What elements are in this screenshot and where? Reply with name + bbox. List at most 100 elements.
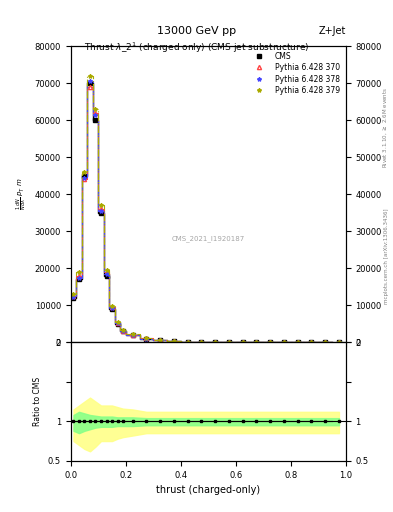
- Pythia 6.428 378: [254, 339, 259, 345]
- CMS: [240, 339, 245, 345]
- Pythia 6.428 378: [144, 335, 149, 342]
- Pythia 6.428 370: [93, 110, 98, 116]
- CMS: [158, 337, 163, 344]
- Pythia 6.428 378: [199, 338, 204, 345]
- Pythia 6.428 370: [309, 339, 314, 345]
- Pythia 6.428 378: [171, 338, 176, 344]
- Pythia 6.428 378: [99, 208, 103, 214]
- Pythia 6.428 370: [110, 304, 114, 310]
- Pythia 6.428 379: [309, 339, 314, 345]
- Text: mcplots.cern.ch [arXiv:1306.3436]: mcplots.cern.ch [arXiv:1306.3436]: [384, 208, 389, 304]
- Pythia 6.428 379: [71, 291, 76, 297]
- Pythia 6.428 370: [240, 339, 245, 345]
- Y-axis label: Ratio to CMS: Ratio to CMS: [33, 377, 42, 426]
- Text: Thrust $\lambda$_2$^1$ (charged only) (CMS jet substructure): Thrust $\lambda$_2$^1$ (charged only) (C…: [84, 40, 310, 55]
- CMS: [295, 339, 300, 345]
- Pythia 6.428 379: [82, 169, 87, 175]
- Pythia 6.428 378: [110, 305, 114, 311]
- Pythia 6.428 379: [185, 338, 190, 345]
- Pythia 6.428 370: [99, 206, 103, 212]
- CMS: [82, 173, 87, 179]
- CMS: [323, 339, 328, 345]
- Pythia 6.428 378: [281, 339, 286, 345]
- CMS: [309, 339, 314, 345]
- Pythia 6.428 378: [71, 294, 76, 300]
- Pythia 6.428 378: [104, 271, 109, 277]
- Pythia 6.428 379: [115, 319, 120, 326]
- Pythia 6.428 370: [158, 337, 163, 344]
- Pythia 6.428 378: [323, 339, 328, 345]
- CMS: [93, 117, 98, 123]
- Pythia 6.428 370: [171, 338, 176, 344]
- Text: 13000 GeV pp: 13000 GeV pp: [157, 26, 236, 36]
- Line: Pythia 6.428 378: Pythia 6.428 378: [72, 79, 341, 345]
- CMS: [99, 209, 103, 216]
- Line: Pythia 6.428 379: Pythia 6.428 379: [72, 74, 341, 345]
- Pythia 6.428 370: [268, 339, 272, 345]
- Pythia 6.428 379: [281, 339, 286, 345]
- CMS: [268, 339, 272, 345]
- Pythia 6.428 378: [93, 112, 98, 118]
- CMS: [254, 339, 259, 345]
- Pythia 6.428 378: [213, 339, 218, 345]
- Pythia 6.428 378: [268, 339, 272, 345]
- CMS: [144, 335, 149, 342]
- CMS: [121, 328, 125, 334]
- Pythia 6.428 370: [185, 338, 190, 345]
- CMS: [110, 306, 114, 312]
- Pythia 6.428 378: [158, 337, 163, 344]
- Pythia 6.428 370: [115, 320, 120, 326]
- Pythia 6.428 370: [295, 339, 300, 345]
- Pythia 6.428 378: [240, 339, 245, 345]
- Pythia 6.428 370: [71, 293, 76, 299]
- Pythia 6.428 379: [295, 339, 300, 345]
- CMS: [104, 272, 109, 279]
- Pythia 6.428 370: [104, 269, 109, 275]
- Pythia 6.428 379: [213, 339, 218, 345]
- CMS: [115, 321, 120, 327]
- CMS: [213, 339, 218, 345]
- Pythia 6.428 379: [336, 339, 341, 346]
- Pythia 6.428 379: [158, 337, 163, 344]
- Text: Z+Jet: Z+Jet: [318, 26, 346, 36]
- Pythia 6.428 379: [323, 339, 328, 345]
- Pythia 6.428 379: [254, 339, 259, 345]
- CMS: [71, 295, 76, 301]
- Pythia 6.428 379: [268, 339, 272, 345]
- Pythia 6.428 378: [309, 339, 314, 345]
- Line: Pythia 6.428 370: Pythia 6.428 370: [72, 84, 341, 345]
- Pythia 6.428 370: [121, 328, 125, 334]
- Pythia 6.428 379: [110, 303, 114, 309]
- Pythia 6.428 379: [144, 335, 149, 342]
- Pythia 6.428 379: [130, 331, 135, 337]
- Text: Rivet 3.1.10, $\geq$ 2.6M events: Rivet 3.1.10, $\geq$ 2.6M events: [382, 88, 389, 168]
- CMS: [281, 339, 286, 345]
- Pythia 6.428 370: [88, 84, 92, 90]
- Text: CMS_2021_I1920187: CMS_2021_I1920187: [172, 235, 245, 242]
- Pythia 6.428 378: [88, 78, 92, 84]
- Pythia 6.428 379: [99, 202, 103, 208]
- Pythia 6.428 379: [121, 327, 125, 333]
- Pythia 6.428 379: [171, 338, 176, 344]
- Pythia 6.428 378: [185, 338, 190, 345]
- Pythia 6.428 378: [115, 321, 120, 327]
- CMS: [130, 332, 135, 338]
- Pythia 6.428 370: [199, 338, 204, 345]
- Pythia 6.428 370: [254, 339, 259, 345]
- Pythia 6.428 378: [130, 332, 135, 338]
- Pythia 6.428 370: [323, 339, 328, 345]
- CMS: [336, 339, 341, 346]
- Pythia 6.428 370: [77, 272, 81, 279]
- Pythia 6.428 379: [88, 73, 92, 79]
- Pythia 6.428 370: [226, 339, 231, 345]
- CMS: [77, 276, 81, 283]
- CMS: [88, 80, 92, 86]
- CMS: [185, 338, 190, 345]
- Pythia 6.428 379: [93, 106, 98, 112]
- Pythia 6.428 379: [240, 339, 245, 345]
- Pythia 6.428 370: [130, 331, 135, 337]
- Pythia 6.428 379: [77, 269, 81, 275]
- CMS: [171, 338, 176, 344]
- Y-axis label: $\frac{1}{N}\frac{dN}{d\lambda}$ $p_T$ $m$: $\frac{1}{N}\frac{dN}{d\lambda}$ $p_T$ $…: [15, 178, 29, 210]
- Pythia 6.428 378: [295, 339, 300, 345]
